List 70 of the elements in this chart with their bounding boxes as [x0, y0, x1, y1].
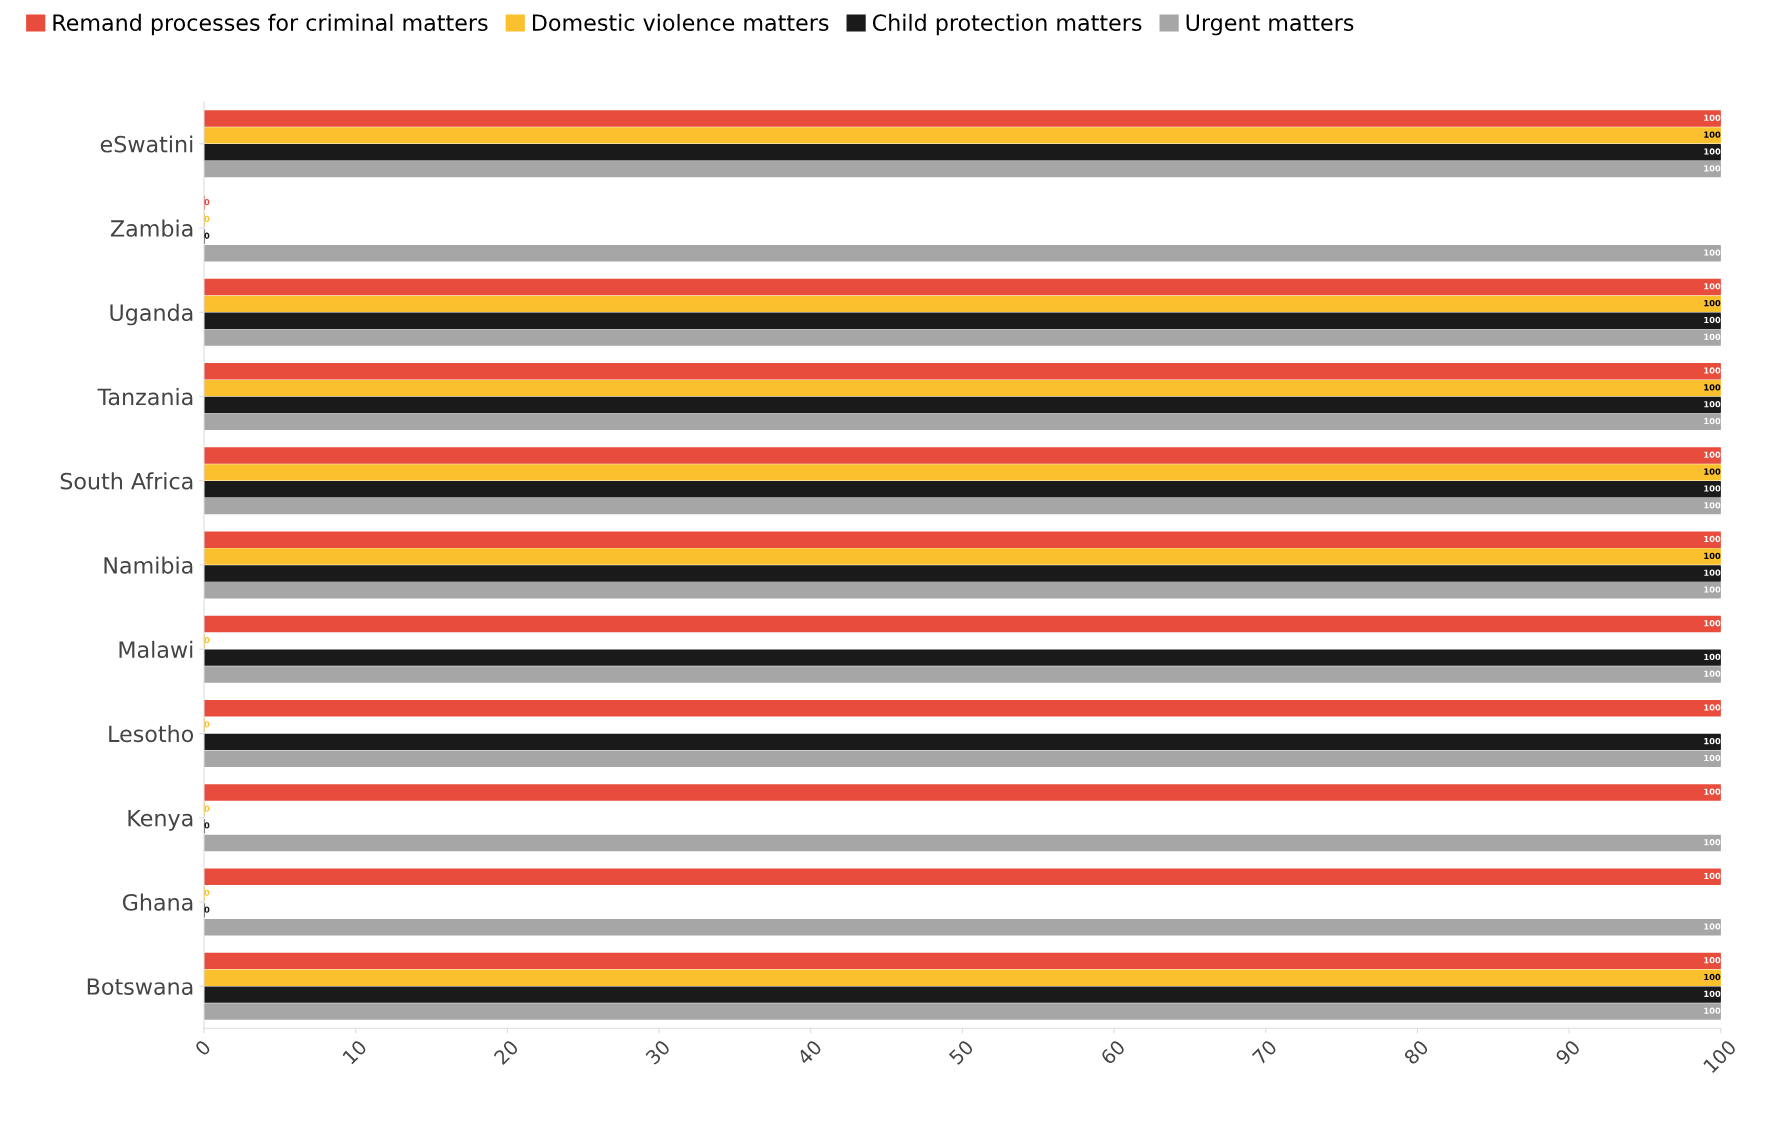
data-label: 100 [1704, 1007, 1721, 1014]
data-label: 100 [1704, 249, 1721, 256]
data-label: 100 [1704, 316, 1721, 324]
x-tick-label: 30 [644, 1039, 671, 1066]
data-label: 100 [1704, 923, 1721, 930]
data-label: 100 [1704, 333, 1721, 340]
data-label: 100 [1704, 653, 1721, 661]
data-label: 0 [204, 822, 210, 829]
data-label: 100 [1704, 670, 1721, 677]
data-label: 100 [1704, 283, 1721, 290]
y-tick-label: eSwatini [100, 135, 193, 153]
data-label: 100 [1704, 114, 1721, 121]
data-label: 100 [1704, 165, 1721, 172]
y-tick-label: Tanzania [97, 388, 193, 406]
data-label: 100 [1704, 552, 1721, 559]
y-tick-label: Lesotho [109, 725, 194, 743]
data-label: 0 [204, 906, 210, 913]
data-label: 100 [1704, 704, 1721, 711]
data-label: 0 [204, 232, 210, 239]
data-label: 100 [1704, 468, 1721, 475]
x-tick-label: 0 [194, 1039, 212, 1057]
legend-label: Child protection matters [872, 13, 1142, 36]
y-tick-label: South Africa [60, 472, 193, 490]
data-label: 0 [204, 198, 210, 206]
data-label: 100 [1704, 754, 1721, 762]
data-label: 100 [1704, 502, 1721, 509]
data-label: 100 [1704, 148, 1721, 155]
data-label: 0 [204, 636, 210, 644]
y-tick-label: Namibia [104, 556, 193, 574]
y-tick-label: Kenya [128, 809, 193, 831]
x-tick-label: 10 [342, 1039, 368, 1065]
data-label: 100 [1704, 872, 1721, 880]
y-tick-label: Ghana [122, 893, 193, 911]
x-tick-label: 80 [1403, 1039, 1430, 1066]
legend-label: Urgent matters [1186, 14, 1354, 36]
data-label: 100 [1704, 451, 1721, 458]
x-tick-label: 40 [796, 1039, 823, 1066]
data-label: 100 [1704, 957, 1721, 964]
data-label: 0 [204, 721, 210, 728]
x-tick-label: 50 [948, 1039, 975, 1066]
data-label: 0 [204, 215, 210, 223]
legend-label: Remand processes for criminal matters [53, 13, 488, 36]
data-label: 0 [204, 889, 210, 896]
y-tick-label: Uganda [110, 303, 193, 326]
data-label: 100 [1704, 586, 1721, 593]
x-tick-label: 60 [1099, 1039, 1126, 1066]
x-tick-label: 70 [1251, 1039, 1278, 1066]
data-label: 100 [1704, 839, 1721, 846]
data-label: 100 [1704, 973, 1721, 981]
x-tick-label: 90 [1554, 1039, 1581, 1066]
data-label: 100 [1704, 569, 1721, 576]
data-label: 100 [1704, 367, 1721, 374]
data-label: 100 [1704, 738, 1721, 745]
x-tick-label: 100 [1702, 1039, 1737, 1074]
data-label: 100 [1704, 535, 1721, 543]
data-label: 100 [1704, 417, 1721, 425]
data-label: 0 [204, 805, 210, 812]
data-label: 100 [1704, 131, 1721, 138]
y-tick-label: Malawi [119, 640, 193, 658]
y-tick-label: Zambia [110, 219, 193, 237]
y-tick-label: Botswana [87, 978, 193, 995]
data-label: 100 [1704, 788, 1721, 795]
data-label: 100 [1704, 990, 1721, 998]
data-label: 100 [1704, 384, 1721, 391]
legend-label: Domestic violence matters [532, 13, 829, 32]
data-label: 100 [1704, 620, 1721, 627]
data-label: 100 [1704, 485, 1721, 492]
x-tick-label: 20 [493, 1039, 520, 1066]
data-label: 100 [1704, 299, 1721, 307]
data-label: 100 [1704, 401, 1721, 408]
